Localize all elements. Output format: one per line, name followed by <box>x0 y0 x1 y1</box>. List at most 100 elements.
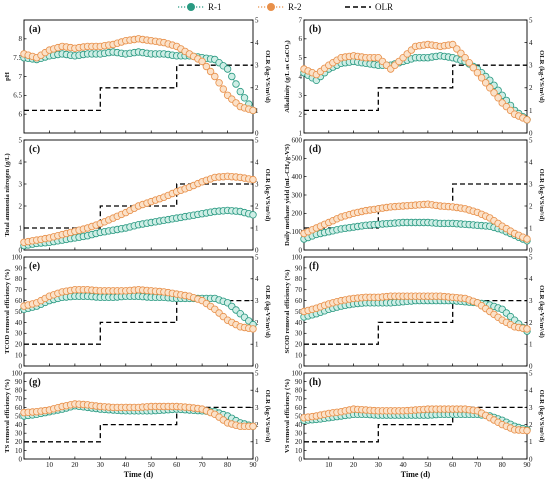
x-axis-title: Time (d) <box>124 470 154 479</box>
y2-tick-label: 3 <box>255 297 259 305</box>
y2-tick-label: 3 <box>529 62 533 70</box>
y2-axis-title: OLR (kg-VS/m³/d) <box>264 50 271 103</box>
y2-tick-label: 5 <box>529 369 533 377</box>
y-tick-label: 20 <box>15 438 23 446</box>
y-tick-label: 90 <box>295 378 303 386</box>
y2-tick-label: 5 <box>529 136 533 144</box>
y-axis-title: VS removal efficiency (%) <box>284 379 291 453</box>
y-tick-label: 100 <box>12 369 23 377</box>
y2-tick-label: 0 <box>255 455 259 463</box>
y-tick-label: 100 <box>292 369 303 377</box>
y-tick-label: 70 <box>15 395 23 403</box>
y2-tick-label: 1 <box>529 438 533 446</box>
data-point-r2 <box>249 106 257 115</box>
x-tick-label: 20 <box>71 461 79 469</box>
legend-swatch-marker <box>266 3 275 11</box>
y2-tick-label: 1 <box>529 107 533 115</box>
y2-axis-title: OLR (kg-VS/m³/d) <box>264 169 271 222</box>
y2-tick-label: 0 <box>529 129 533 137</box>
legend: R-1 R-2 OLR <box>178 2 393 12</box>
plot-frame <box>303 19 528 134</box>
panel-label: (c) <box>29 144 40 155</box>
y2-tick-label: 0 <box>529 455 533 463</box>
y-tick-label: 30 <box>295 430 303 438</box>
y-axis-title: Alkalinity (g/L as CaCO₃) <box>284 40 291 113</box>
legend-item-r-1: R-1 <box>178 2 222 12</box>
y-tick-label: 7 <box>299 16 303 24</box>
y-tick-label: 80 <box>15 387 23 395</box>
data-point-r2 <box>523 426 531 435</box>
y2-tick-label: 3 <box>255 404 259 412</box>
data-point-r2 <box>249 325 257 333</box>
panel-label: (b) <box>309 24 321 35</box>
y2-tick-label: 3 <box>255 62 259 70</box>
y2-axis-title: OLR (kg-VS/m³/d) <box>538 390 545 443</box>
data-point-r2 <box>486 84 494 92</box>
y2-axis-title: OLR (kg-VS/m³/d) <box>538 285 545 338</box>
y-tick-label: 0 <box>19 455 23 463</box>
x-axis-ticks <box>49 247 254 250</box>
panel-f: 0 10 20 30 40 50 60 70 80 90 100 0 1 2 3 4 5 SCOD removal… <box>284 253 545 370</box>
y2-axis-ticks: 0 1 2 3 4 5 <box>524 16 533 137</box>
y-tick-label: 40 <box>295 421 303 429</box>
data-point-r2 <box>249 175 257 184</box>
y-tick-label: 2 <box>19 202 23 210</box>
y2-tick-label: 2 <box>255 84 259 92</box>
x-tick-label: 90 <box>524 461 532 469</box>
y2-axis-ticks: 0 1 2 3 4 5 <box>250 369 259 463</box>
panel-label: (h) <box>309 377 321 388</box>
x-tick-label: 90 <box>250 461 258 469</box>
data-point-r2 <box>523 325 531 333</box>
data-point-r1 <box>232 80 240 88</box>
x-axis-ticks <box>328 130 528 133</box>
y2-tick-label: 4 <box>255 275 259 283</box>
y-tick-label: 40 <box>295 319 303 327</box>
y2-tick-label: 3 <box>529 297 533 305</box>
data-point-r2 <box>219 85 227 93</box>
data-point-r2 <box>494 94 502 102</box>
y2-tick-label: 0 <box>529 246 533 254</box>
y-tick-label: 80 <box>15 275 23 283</box>
x-tick-label: 30 <box>97 461 105 469</box>
y-tick-label: 1 <box>299 129 303 137</box>
y2-tick-label: 0 <box>529 362 533 370</box>
olr-line <box>24 64 253 112</box>
y-tick-label: 10 <box>15 447 23 455</box>
y2-axis-ticks: 0 1 2 3 4 5 <box>250 253 259 370</box>
y-tick-label: 40 <box>15 319 23 327</box>
data-point-r1 <box>249 211 257 219</box>
data-point-r2 <box>523 116 531 124</box>
y-tick-label: 0 <box>19 362 23 370</box>
y2-tick-label: 5 <box>255 253 259 261</box>
series-r2 <box>300 292 531 333</box>
data-point-r2 <box>202 62 211 71</box>
y-tick-label: 2 <box>299 111 303 119</box>
y2-tick-label: 1 <box>529 224 533 232</box>
y-tick-label: 0 <box>299 246 303 254</box>
y2-tick-label: 5 <box>255 369 259 377</box>
y2-tick-label: 2 <box>529 202 533 210</box>
series-r2 <box>20 172 257 246</box>
y-tick-label: 60 <box>295 297 303 305</box>
x-tick-label: 70 <box>199 461 207 469</box>
y-tick-label: 6 <box>19 111 23 119</box>
y-axis-title: Daily methane yield (mL-CH₄/g-VS) <box>284 144 291 246</box>
y-tick-label: 10 <box>295 352 303 360</box>
y2-tick-label: 1 <box>255 107 259 115</box>
y-tick-label: 40 <box>15 421 23 429</box>
y-tick-label: 8 <box>19 35 23 43</box>
x-tick-label: 80 <box>499 461 507 469</box>
y-axis-title: TCOD removal efficiency (%) <box>4 269 11 354</box>
panel-a: 6 6.5 7 7.5 8 0 1 2 3 4 5 pH OLR (kg-VS/m³/d) (a) <box>4 16 271 137</box>
y-tick-label: 10 <box>295 447 303 455</box>
y-tick-label: 500 <box>292 155 303 163</box>
y2-tick-label: 1 <box>529 341 533 349</box>
y2-tick-label: 2 <box>529 319 533 327</box>
y2-axis-title: OLR (kg-VS/m³/d) <box>264 285 271 338</box>
data-point-r1 <box>223 65 232 73</box>
series-r2 <box>300 405 531 435</box>
y2-axis-title: OLR (kg-VS/m³/d) <box>264 390 271 443</box>
x-tick-label: 40 <box>122 461 130 469</box>
y-tick-label: 20 <box>15 341 23 349</box>
